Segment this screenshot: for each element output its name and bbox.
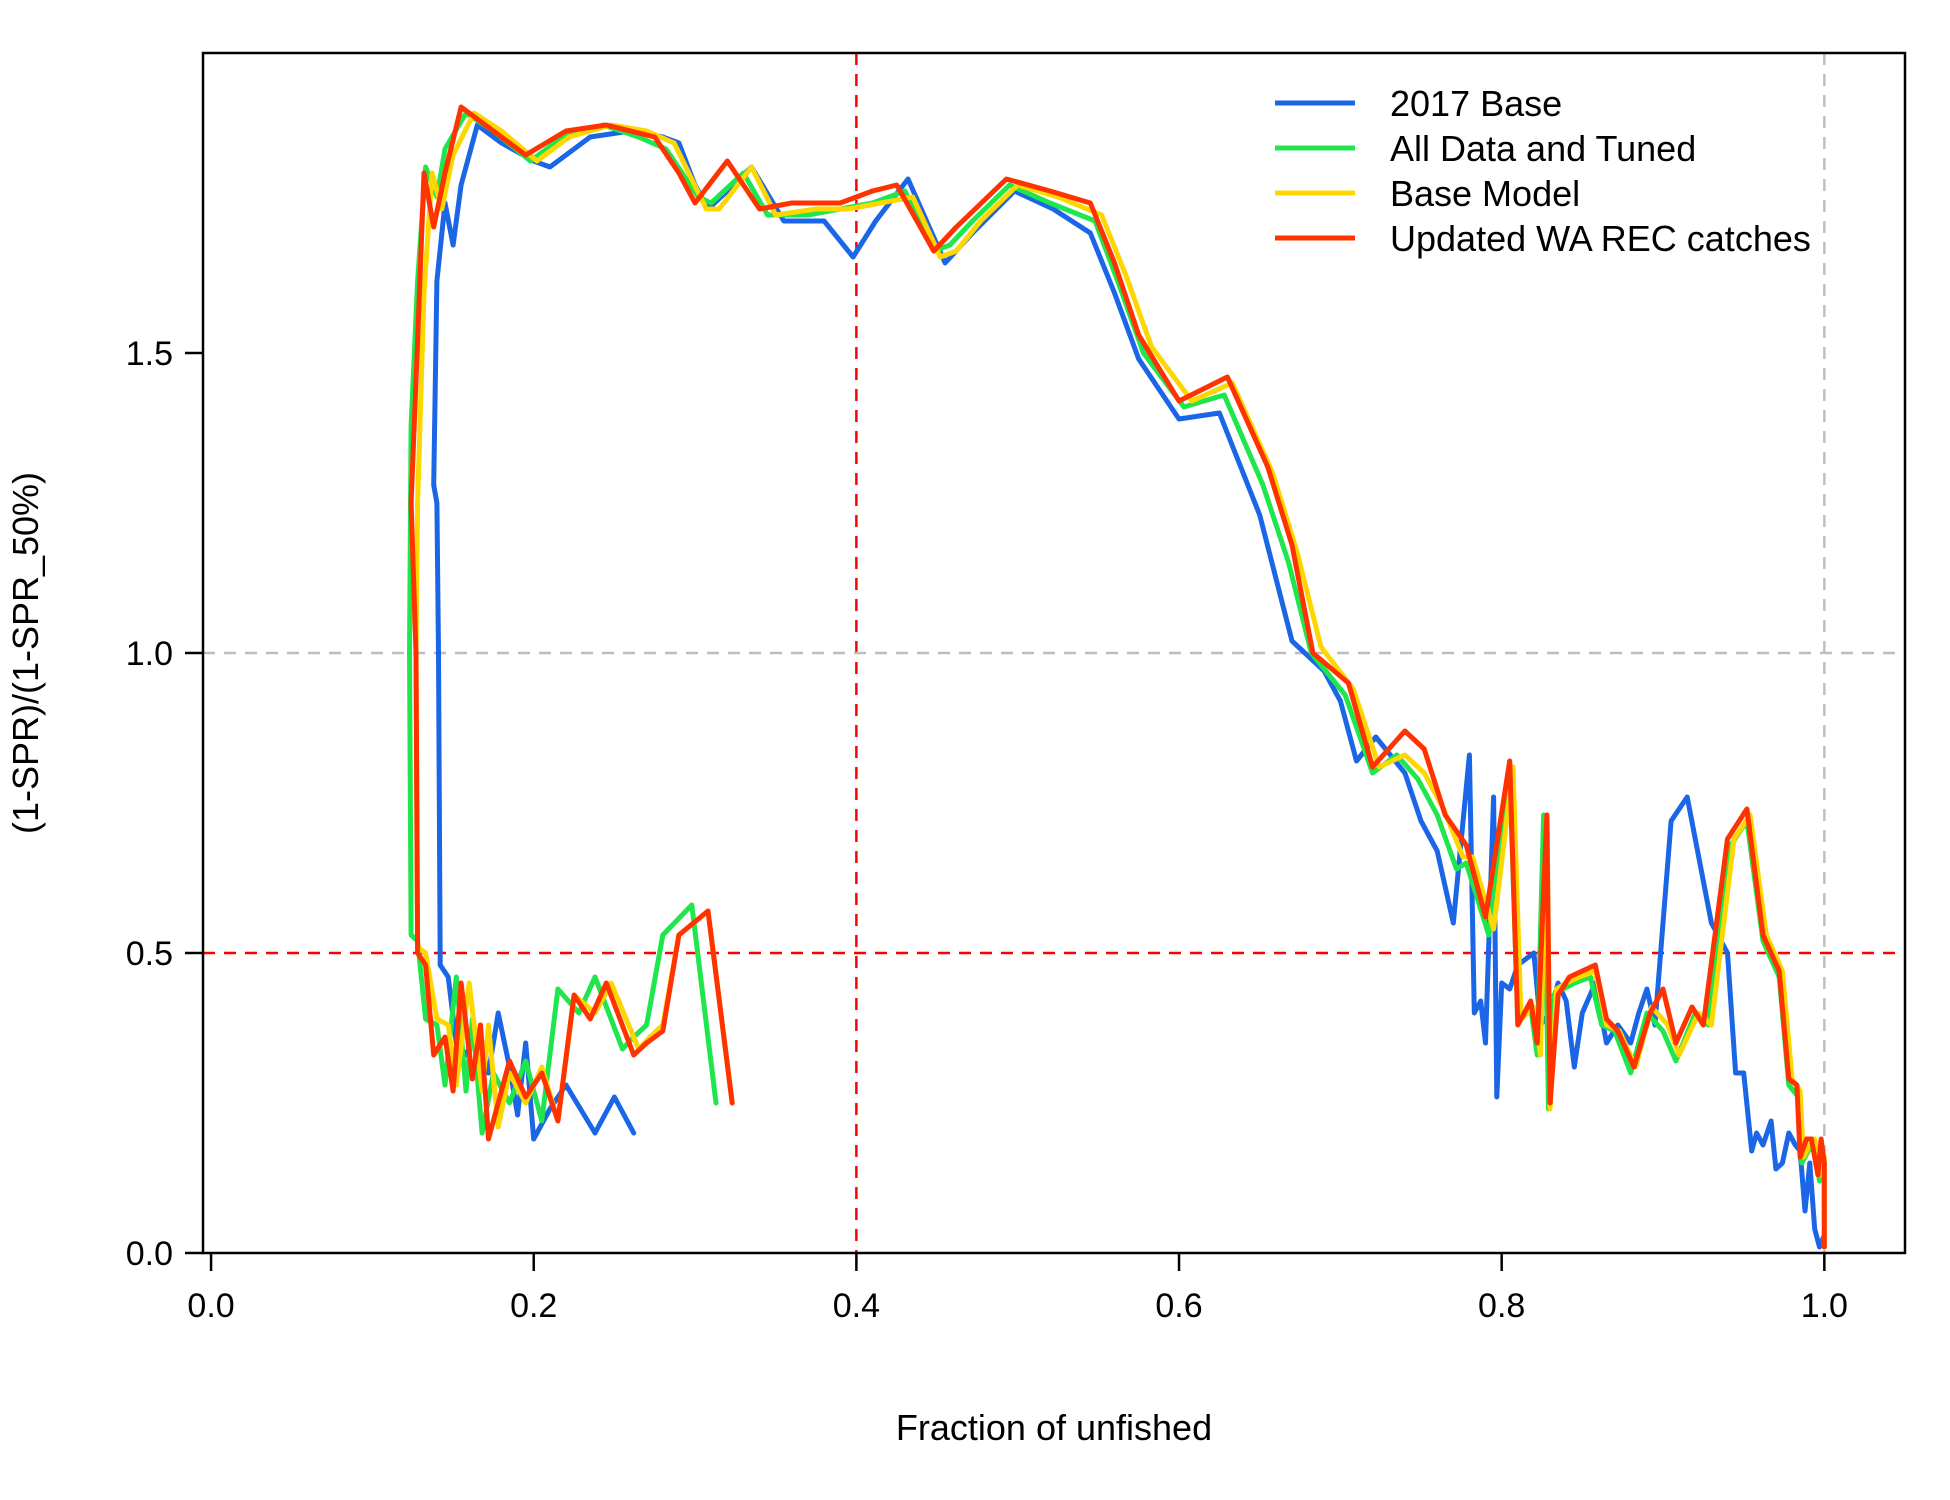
x-tick-label: 0.4 — [833, 1287, 880, 1325]
y-tick-label: 0.0 — [126, 1235, 173, 1273]
x-axis: 0.0 0.2 0.4 0.6 0.8 1.0 — [187, 1253, 1848, 1325]
legend-label-0: 2017 Base — [1390, 83, 1562, 124]
series-line-3 — [408, 104, 1827, 1250]
y-axis: 0.0 0.5 1.0 1.5 — [126, 335, 203, 1273]
series-line-1 — [407, 110, 1827, 1244]
x-tick-label: 0.8 — [1478, 1287, 1525, 1325]
legend-label-2: Base Model — [1390, 173, 1580, 214]
x-tick-label: 0.2 — [510, 1287, 557, 1325]
x-axis-title: Fraction of unfished — [896, 1407, 1212, 1448]
series-layer — [407, 104, 1827, 1250]
series-line-2 — [413, 110, 1827, 1250]
legend-label-3: Updated WA REC catches — [1390, 218, 1811, 259]
y-tick-label: 1.5 — [126, 335, 173, 373]
y-axis-title: (1-SPR)/(1-SPR_50%) — [5, 472, 46, 834]
y-tick-label: 0.5 — [126, 935, 173, 973]
x-tick-label: 1.0 — [1801, 1287, 1848, 1325]
y-tick-label: 1.0 — [126, 635, 173, 673]
series-line-0 — [431, 122, 1827, 1250]
x-tick-label: 0.6 — [1155, 1287, 1202, 1325]
x-tick-label: 0.0 — [187, 1287, 234, 1325]
legend-label-1: All Data and Tuned — [1390, 128, 1696, 169]
